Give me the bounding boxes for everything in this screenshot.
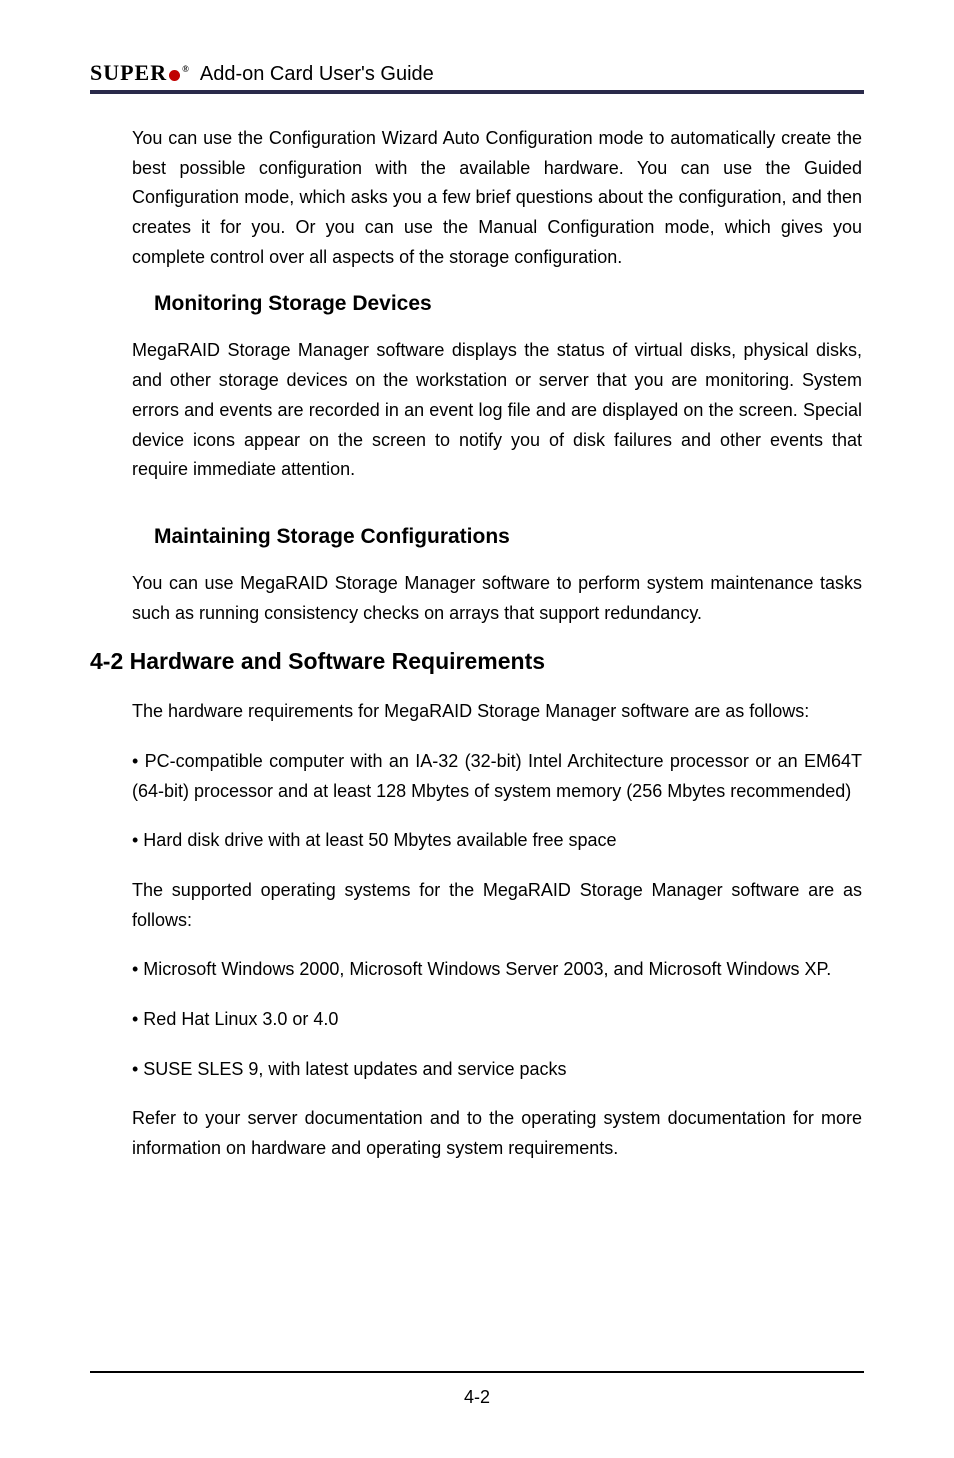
page-header: SUPER ® Add-on Card User's Guide [90,60,864,94]
paragraph-maintaining: You can use MegaRAID Storage Manager sof… [132,569,862,628]
bullet-windows: • Microsoft Windows 2000, Microsoft Wind… [132,955,862,985]
brand-text-left: SUPER [90,60,167,86]
paragraph-refer: Refer to your server documentation and t… [132,1104,862,1163]
brand-registered: ® [182,64,190,74]
bullet-hdd: • Hard disk drive with at least 50 Mbyte… [132,826,862,856]
paragraph-hwreq-intro: The hardware requirements for MegaRAID S… [132,697,862,727]
bullet-suse: • SUSE SLES 9, with latest updates and s… [132,1055,862,1085]
paragraph-monitoring: MegaRAID Storage Manager software displa… [132,336,862,484]
page-content: You can use the Configuration Wizard Aut… [90,124,864,1164]
heading-requirements: 4-2 Hardware and Software Requirements [90,648,862,675]
heading-maintaining: Maintaining Storage Configurations [132,525,862,549]
brand-logo: SUPER ® [90,60,190,86]
bullet-redhat: • Red Hat Linux 3.0 or 4.0 [132,1005,862,1035]
paragraph-os-intro: The supported operating systems for the … [132,876,862,935]
brand-dot-icon [169,70,180,81]
bullet-pc-compat: • PC-compatible computer with an IA-32 (… [132,747,862,806]
heading-monitoring: Monitoring Storage Devices [132,292,862,316]
page-number: 4-2 [90,1387,864,1408]
paragraph-intro: You can use the Configuration Wizard Aut… [132,124,862,272]
footer-divider [90,1371,864,1373]
header-title: Add-on Card User's Guide [200,63,434,86]
page-footer: 4-2 [90,1371,864,1408]
